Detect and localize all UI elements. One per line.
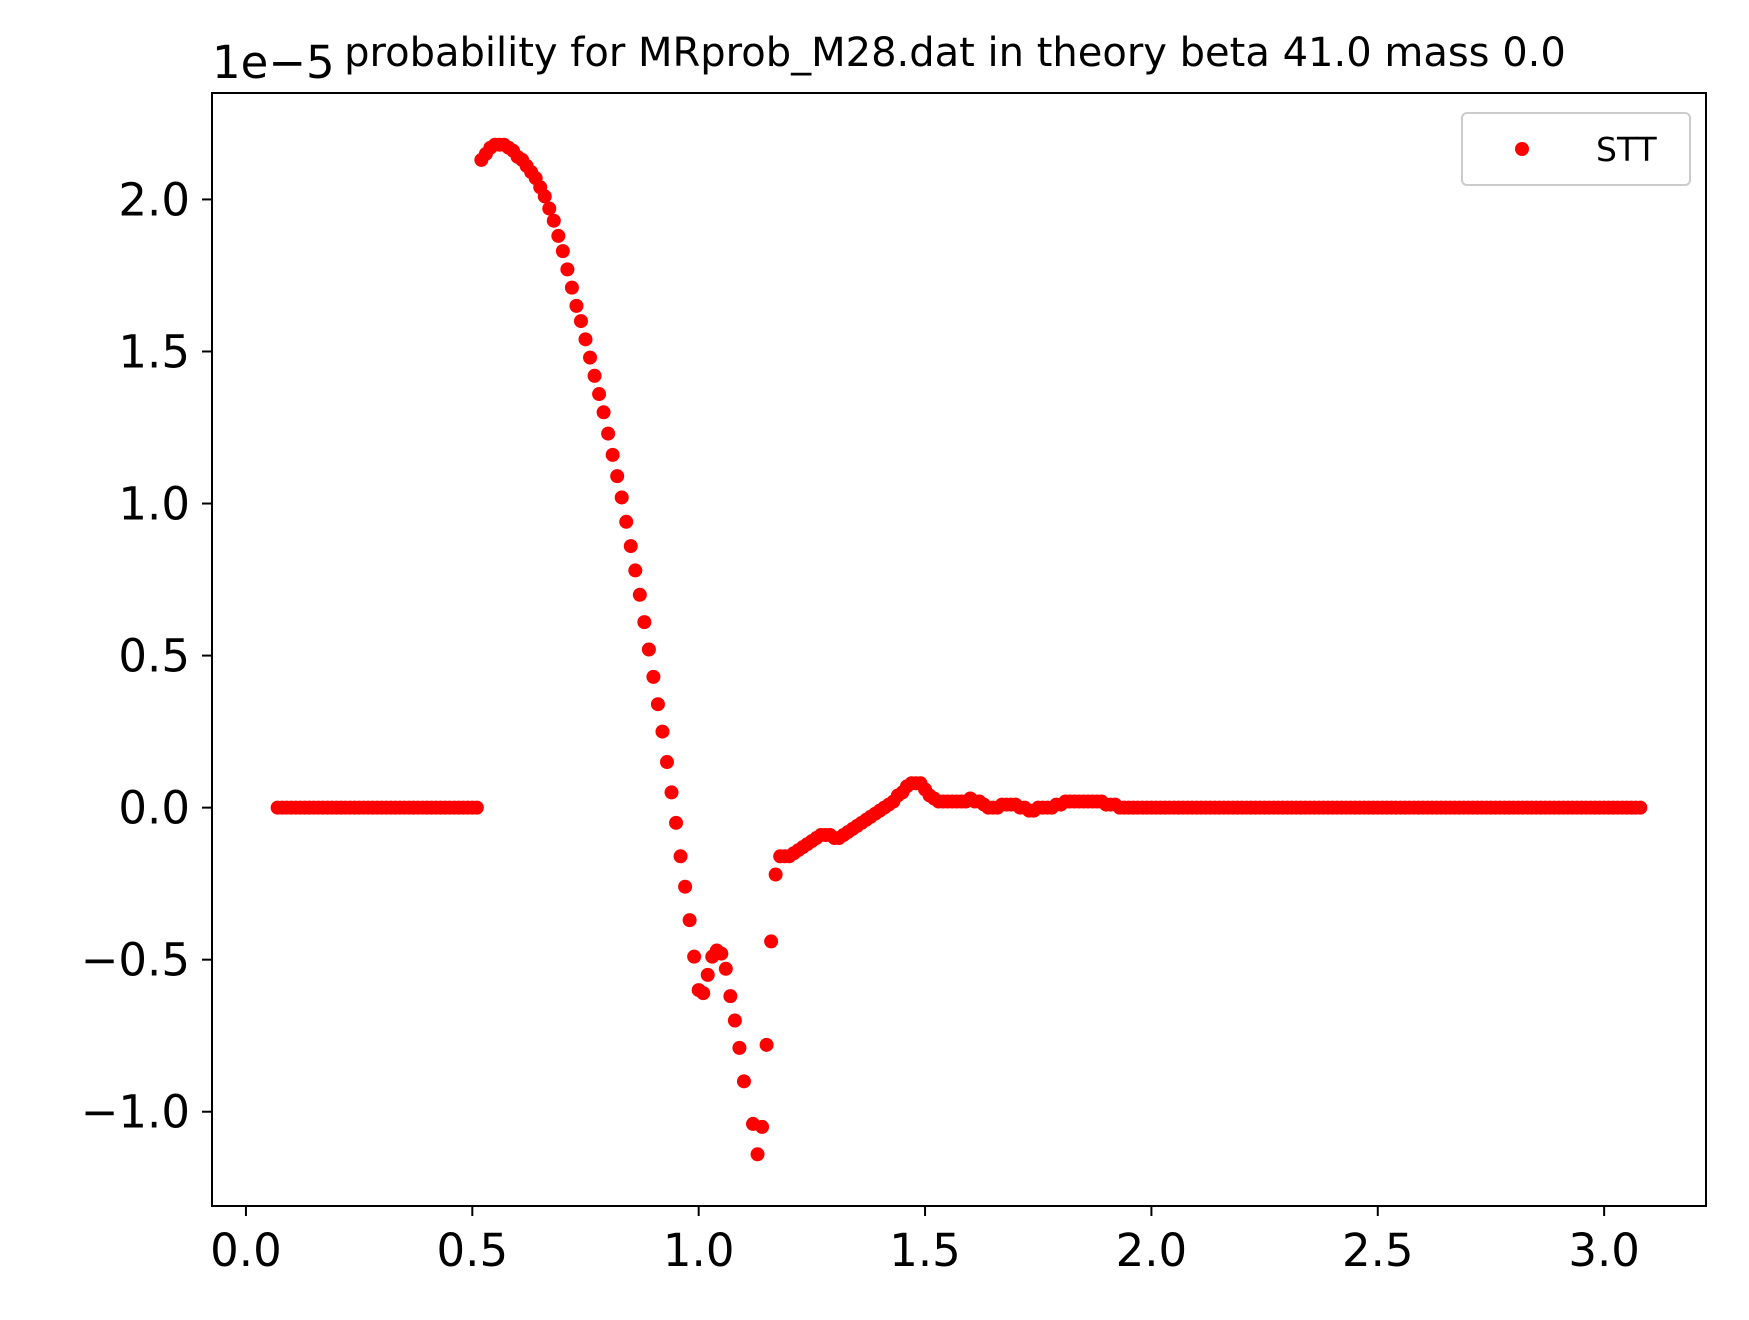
y-tick-label: 0.0: [118, 782, 190, 835]
data-point: [673, 849, 688, 864]
data-point: [632, 587, 647, 602]
y-tick-label: −1.0: [81, 1086, 190, 1139]
x-tick-label: 1.5: [889, 1224, 961, 1277]
legend-marker: [1515, 142, 1529, 156]
data-point: [605, 447, 620, 462]
legend-box: [1461, 112, 1691, 186]
legend: STT: [1461, 112, 1691, 186]
x-tick-label: 1.0: [663, 1224, 735, 1277]
data-point: [678, 879, 693, 894]
data-point: [469, 800, 484, 815]
data-point: [619, 514, 634, 529]
data-point: [764, 934, 779, 949]
data-point: [542, 201, 557, 216]
data-point: [646, 669, 661, 684]
y-tick-label: 1.0: [118, 478, 190, 531]
x-tick-label: 0.5: [437, 1224, 509, 1277]
data-point: [718, 961, 733, 976]
data-point: [727, 1013, 742, 1028]
data-point: [723, 989, 738, 1004]
data-point: [714, 946, 729, 961]
data-point: [637, 615, 652, 630]
data-point: [551, 228, 566, 243]
data-point: [628, 563, 643, 578]
data-point: [564, 280, 579, 295]
data-point: [578, 332, 593, 347]
data-point: [537, 189, 552, 204]
data-point: [669, 815, 684, 830]
y-axis-offset-label: 1e−5: [212, 36, 335, 89]
data-point: [592, 387, 607, 402]
data-point: [560, 262, 575, 277]
data-point: [759, 1037, 774, 1052]
data-point: [732, 1040, 747, 1055]
data-point: [700, 967, 715, 982]
data-point: [1633, 800, 1648, 815]
data-point: [736, 1074, 751, 1089]
data-point: [641, 642, 656, 657]
data-point: [546, 213, 561, 228]
data-point: [659, 755, 674, 770]
data-point: [596, 405, 611, 420]
data-point: [583, 350, 598, 365]
x-tick-label: 3.0: [1568, 1224, 1640, 1277]
data-point: [601, 426, 616, 441]
y-tick-label: 0.5: [118, 630, 190, 683]
data-points: [270, 137, 1648, 1162]
data-point: [587, 368, 602, 383]
data-point: [755, 1119, 770, 1134]
data-point: [682, 913, 697, 928]
legend-label: STT: [1596, 130, 1658, 169]
y-tick-label: 2.0: [118, 173, 190, 226]
data-point: [664, 785, 679, 800]
data-point: [573, 314, 588, 329]
data-point: [623, 539, 638, 554]
data-point: [610, 469, 625, 484]
y-tick-label: −0.5: [81, 934, 190, 987]
data-point: [655, 724, 670, 739]
data-point: [569, 298, 584, 313]
data-point: [696, 986, 711, 1001]
data-point: [614, 490, 629, 505]
data-point: [750, 1147, 765, 1162]
y-axis-ticks: −1.0 −0.5 0.0 0.5 1.0 1.5 2.0: [81, 173, 212, 1139]
data-point: [687, 949, 702, 964]
x-axis-ticks: 0.0 0.5 1.0 1.5 2.0 2.5 3.0: [210, 1206, 1640, 1277]
data-point: [650, 697, 665, 712]
chart-title: probability for MRprob_M28.dat in theory…: [344, 30, 1566, 76]
data-point: [555, 244, 570, 259]
y-tick-label: 1.5: [118, 325, 190, 378]
x-tick-label: 0.0: [210, 1224, 282, 1277]
x-tick-label: 2.0: [1116, 1224, 1188, 1277]
x-tick-label: 2.5: [1342, 1224, 1414, 1277]
plot-frame: [211, 92, 1707, 1207]
data-point: [768, 867, 783, 882]
